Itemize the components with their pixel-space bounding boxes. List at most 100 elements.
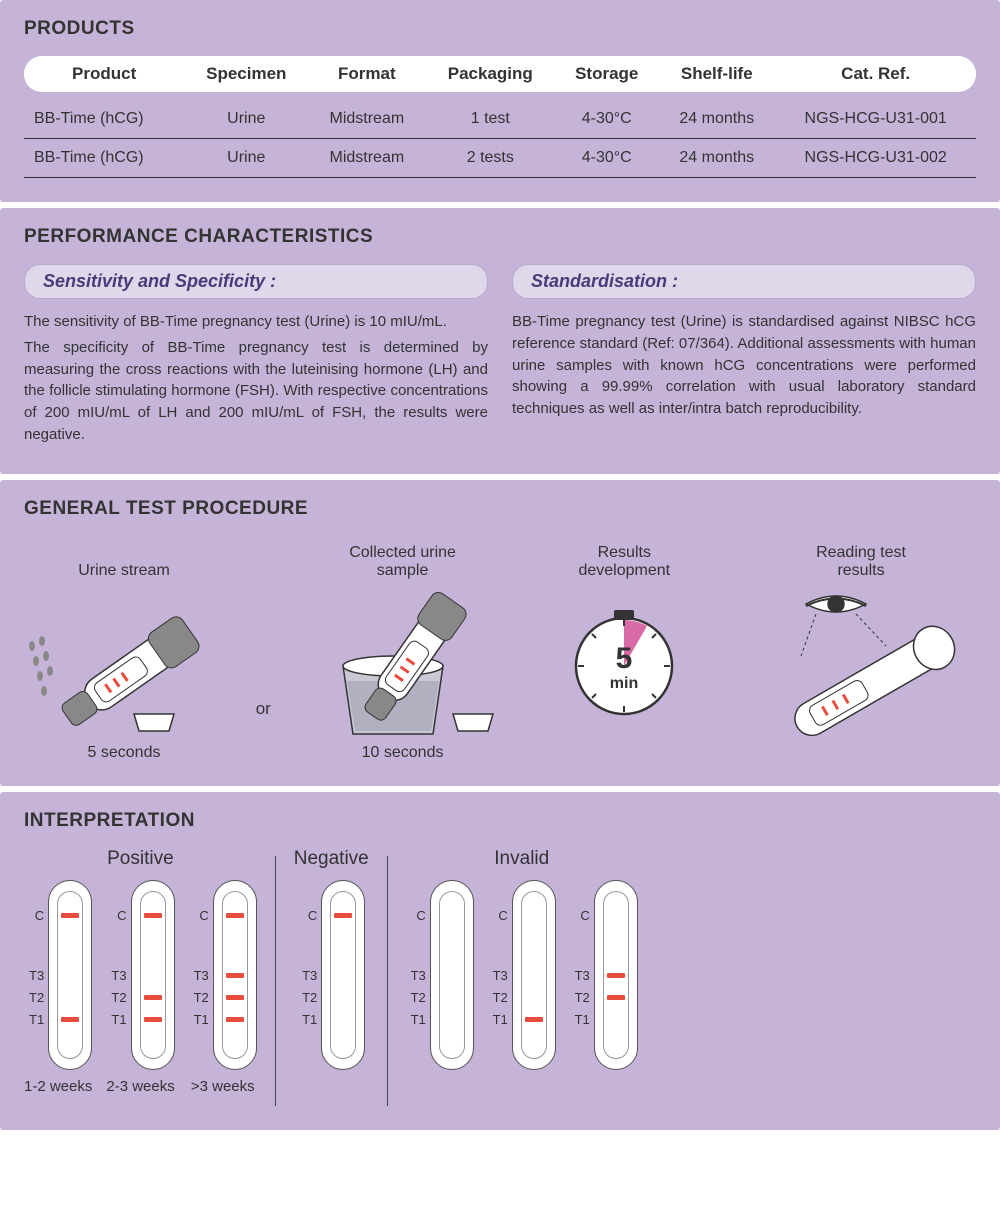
result-line-T3 (226, 973, 244, 978)
products-col-header: Packaging (425, 56, 555, 92)
reading-results-icon (746, 586, 976, 736)
result-line-C (334, 913, 352, 918)
clock-small: min (610, 675, 638, 692)
test-strip: C T3 T2 T1 (406, 880, 474, 1070)
step1-bottom-label: 5 seconds (88, 744, 161, 762)
interp-group-title: Invalid (494, 848, 549, 870)
strip-body (512, 880, 556, 1070)
result-line-C (61, 913, 79, 918)
interpretation-panel: INTERPRETATION PositiveCT3T2T11-2 weeksC… (0, 792, 1000, 1130)
clock-icon: 5 min (554, 586, 694, 736)
table-cell: 1 test (425, 92, 555, 139)
step2-top-label: Collected urine sample (343, 536, 463, 580)
strip-body (131, 880, 175, 1070)
perf-right-text: BB-Time pregnancy test (Urine) is standa… (512, 311, 976, 420)
result-line-T2 (226, 995, 244, 1000)
step2-bottom-label: 10 seconds (362, 744, 444, 762)
strip-labels: C T3 T2 T1 (24, 880, 44, 1070)
table-cell: Urine (184, 92, 308, 139)
label-T1: T1 (111, 1012, 126, 1027)
table-cell: 4-30°C (555, 92, 658, 139)
label-T3: T3 (411, 968, 426, 983)
label-T2: T2 (575, 990, 590, 1005)
products-panel: PRODUCTS ProductSpecimenFormatPackagingS… (0, 0, 1000, 202)
label-T2: T2 (111, 990, 126, 1005)
perf-right-col: Standardisation : BB-Time pregnancy test… (512, 264, 976, 450)
label-C: C (416, 908, 425, 923)
products-table: ProductSpecimenFormatPackagingStorageShe… (24, 56, 976, 178)
step3-top-label: Results development (564, 536, 684, 580)
interp-caption: 2-3 weeks (106, 1078, 174, 1095)
result-line-T1 (144, 1017, 162, 1022)
result-line-T1 (226, 1017, 244, 1022)
table-cell: BB-Time (hCG) (24, 139, 184, 178)
label-C: C (580, 908, 589, 923)
strip-labels: C T3 T2 T1 (189, 880, 209, 1070)
products-col-header: Cat. Ref. (775, 56, 976, 92)
perf-left-heading: Sensitivity and Specificity : (24, 264, 488, 299)
procedure-step-urine-stream: Urine stream 5 (24, 536, 224, 762)
label-T1: T1 (411, 1012, 426, 1027)
products-col-header: Format (308, 56, 425, 92)
procedure-title: GENERAL TEST PROCEDURE (24, 498, 976, 520)
interp-strip-col: CT3T2T12-3 weeks (106, 880, 174, 1095)
result-line-T1 (525, 1017, 543, 1022)
interp-strip-col: CT3T2T1 (488, 880, 556, 1078)
label-T3: T3 (111, 968, 126, 983)
test-strip: C T3 T2 T1 (189, 880, 257, 1070)
label-C: C (308, 908, 317, 923)
label-T3: T3 (194, 968, 209, 983)
table-cell: Urine (184, 139, 308, 178)
clock-big: 5 (616, 642, 633, 675)
products-header-row: ProductSpecimenFormatPackagingStorageShe… (24, 56, 976, 92)
test-strip: CT3T2T1 (107, 880, 175, 1070)
label-T1: T1 (29, 1012, 44, 1027)
label-T2: T2 (194, 990, 209, 1005)
products-title: PRODUCTS (24, 18, 976, 40)
label-T2: T2 (493, 990, 508, 1005)
performance-panel: PERFORMANCE CHARACTERISTICS Sensitivity … (0, 208, 1000, 474)
interpretation-grid: PositiveCT3T2T11-2 weeksCT3T2T12-3 weeks… (24, 848, 976, 1106)
procedure-step-collected-urine: Collected urine sample 10 seconds (303, 536, 503, 762)
procedure-panel: GENERAL TEST PROCEDURE Urine stream (0, 480, 1000, 786)
collected-urine-icon (303, 586, 503, 736)
label-T1: T1 (302, 1012, 317, 1027)
interpretation-title: INTERPRETATION (24, 810, 976, 832)
table-cell: BB-Time (hCG) (24, 92, 184, 139)
result-line-T2 (144, 995, 162, 1000)
result-line-T1 (61, 1017, 79, 1022)
label-T3: T3 (29, 968, 44, 983)
table-cell: Midstream (308, 139, 425, 178)
result-line-T2 (607, 995, 625, 1000)
strip-body (213, 880, 257, 1070)
test-strip: C T3 T2 T1 (570, 880, 638, 1070)
perf-left-col: Sensitivity and Specificity : The sensit… (24, 264, 488, 450)
table-cell: Midstream (308, 92, 425, 139)
procedure-or: or (256, 579, 271, 719)
table-cell: 24 months (658, 139, 775, 178)
products-col-header: Specimen (184, 56, 308, 92)
table-cell: 2 tests (425, 139, 555, 178)
step4-top-label: Reading test results (791, 536, 931, 580)
interp-strip-col: C T3 T2 T1 (570, 880, 638, 1078)
group-divider (275, 856, 276, 1106)
products-body: BB-Time (hCG)UrineMidstream1 test4-30°C2… (24, 92, 976, 178)
label-T2: T2 (411, 990, 426, 1005)
label-C: C (35, 908, 44, 923)
procedure-step-reading: Reading test results (746, 536, 976, 736)
strip-body (321, 880, 365, 1070)
label-T2: T2 (29, 990, 44, 1005)
label-T3: T3 (575, 968, 590, 983)
table-row: BB-Time (hCG)UrineMidstream1 test4-30°C2… (24, 92, 976, 139)
result-line-T3 (607, 973, 625, 978)
interp-strip-col: CT3T2T1 (297, 880, 365, 1078)
step1-top-label: Urine stream (78, 536, 170, 580)
label-C: C (199, 908, 208, 923)
procedure-step-results-dev: Results development 5 min (534, 536, 714, 736)
label-T1: T1 (194, 1012, 209, 1027)
label-T1: T1 (575, 1012, 590, 1027)
interp-group: NegativeCT3T2T1 (294, 848, 369, 1078)
strip-labels: CT3T2T1 (107, 880, 127, 1070)
label-T3: T3 (493, 968, 508, 983)
interp-group: PositiveCT3T2T11-2 weeksCT3T2T12-3 weeks… (24, 848, 257, 1095)
